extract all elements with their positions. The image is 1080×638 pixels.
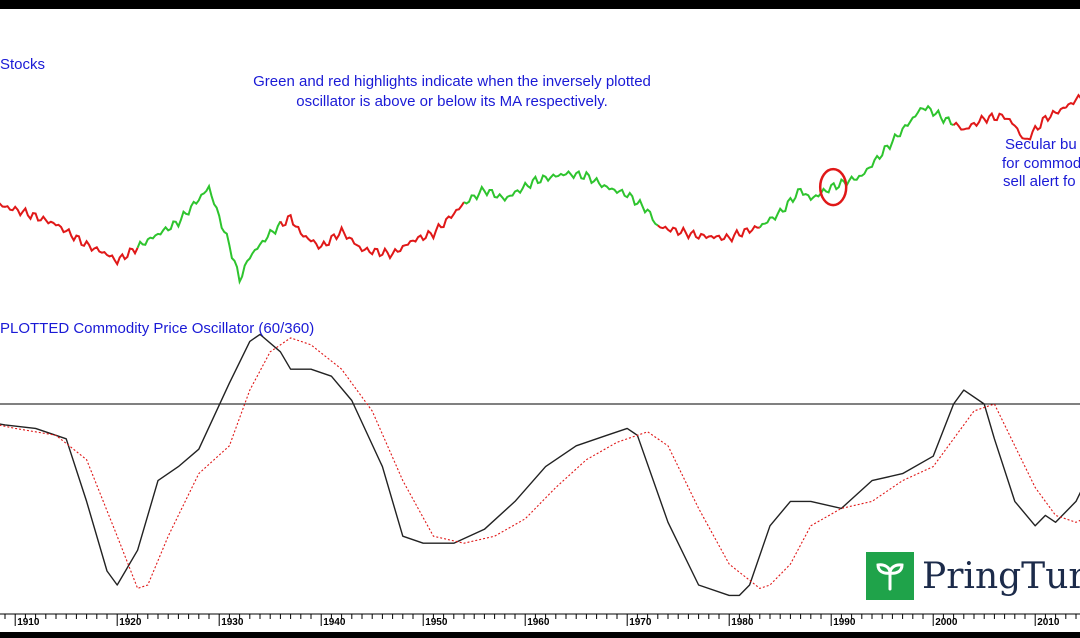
stocks-segment-green (136, 183, 282, 285)
annotation-right-1: Secular bu (1005, 136, 1077, 153)
x-tick-label: 1950 (425, 617, 448, 628)
annotation-line-1: Green and red highlights indicate when t… (253, 73, 651, 90)
x-tick-label: 1930 (221, 617, 244, 628)
stocks-segment-green (758, 104, 954, 229)
logo: PringTurn (866, 551, 1080, 601)
x-tick-label: 1940 (323, 617, 346, 628)
logo-text: PringTurn (922, 555, 1080, 597)
stocks-label: Stocks (0, 56, 45, 73)
annotation-right-3: sell alert fo (1003, 173, 1076, 190)
circle-highlight (818, 167, 848, 207)
x-tick-label: 2000 (935, 617, 958, 628)
annotation-right-2: for commod (1002, 155, 1080, 172)
stocks-segment-red (952, 106, 1066, 141)
stocks-segment-red (0, 202, 139, 267)
oscillator-line (0, 333, 1080, 597)
stocks-panel (0, 93, 1080, 285)
x-tick-label: 1980 (731, 617, 754, 628)
oscillator-title: PLOTTED Commodity Price Oscillator (60/3… (0, 320, 314, 337)
stocks-segment-red (1064, 93, 1080, 109)
stocks-segment-red (279, 201, 465, 261)
x-tick-label: 1910 (17, 617, 40, 628)
x-tick-label: 1970 (629, 617, 652, 628)
oscillator-panel (0, 333, 1080, 597)
x-tick-label: 1990 (833, 617, 856, 628)
x-tick-label: 1960 (527, 617, 550, 628)
stocks-segment-red (657, 224, 760, 244)
x-tick-label: 1920 (119, 617, 142, 628)
top-frame-bar (0, 0, 1080, 9)
x-axis: 1910 1920 1930 1940 1950 1960 1970 1980 1990 2000… (0, 613, 1080, 628)
sprout-icon (866, 552, 914, 600)
annotation-line-2: oscillator is above or below its MA resp… (296, 93, 608, 110)
bottom-frame-bar (0, 632, 1080, 638)
stocks-segment-green (463, 169, 659, 227)
x-tick-label: 2010 (1037, 617, 1060, 628)
